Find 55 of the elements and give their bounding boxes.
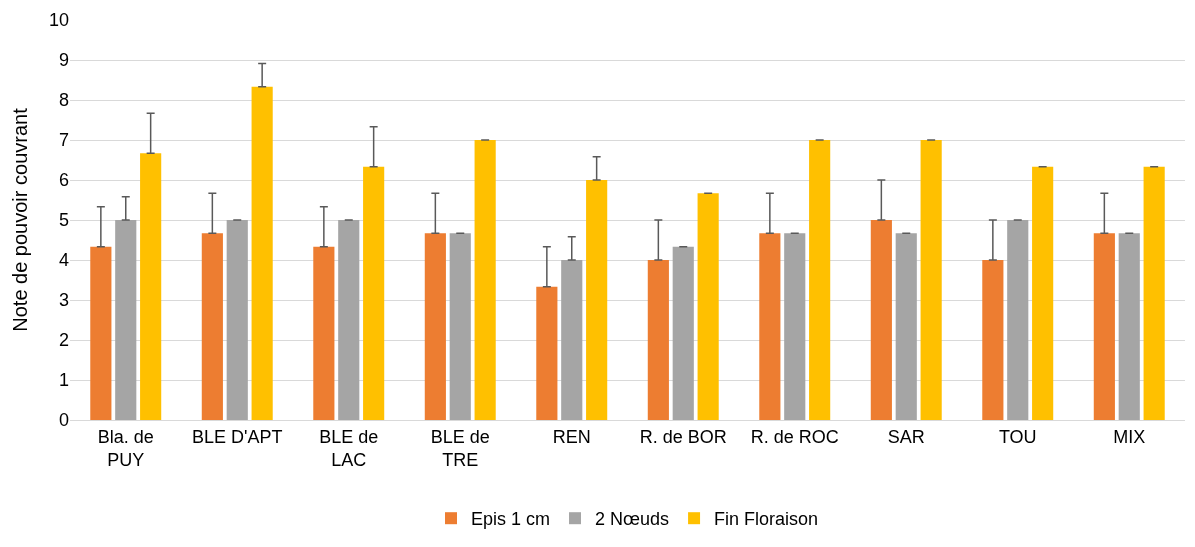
bar bbox=[338, 220, 360, 420]
x-tick-label: R. de BOR bbox=[639, 426, 727, 447]
y-tick-label: 5 bbox=[58, 210, 69, 231]
x-tick-label: BLE D'APT bbox=[192, 426, 283, 447]
bar bbox=[90, 246, 112, 420]
y-tick-label: 8 bbox=[58, 90, 69, 111]
y-tick-label: 9 bbox=[58, 50, 69, 71]
y-tick-label: 10 bbox=[48, 10, 69, 31]
bar bbox=[759, 233, 781, 420]
bar bbox=[672, 246, 694, 420]
bar bbox=[982, 260, 1004, 420]
bar bbox=[647, 260, 669, 420]
bar bbox=[201, 233, 223, 420]
y-tick-label: 3 bbox=[58, 290, 69, 311]
bar bbox=[1093, 233, 1115, 420]
bar bbox=[313, 246, 335, 420]
y-tick-label: 6 bbox=[58, 170, 69, 191]
bar bbox=[697, 193, 719, 420]
bar bbox=[586, 180, 608, 420]
bar bbox=[449, 233, 471, 420]
bar bbox=[920, 140, 942, 420]
x-tick-label: SAR bbox=[887, 426, 925, 447]
x-tick-label: TOU bbox=[998, 426, 1037, 447]
bar bbox=[561, 260, 583, 420]
bar bbox=[474, 140, 496, 420]
x-tick-label: Bla. de PUY bbox=[97, 426, 154, 470]
bar bbox=[784, 233, 806, 420]
bar bbox=[895, 233, 917, 420]
x-tick-label: BLE de TRE bbox=[430, 426, 490, 470]
y-tick-label: 1 bbox=[58, 370, 69, 391]
y-tick-label: 4 bbox=[58, 250, 69, 271]
bar bbox=[424, 233, 446, 420]
bar bbox=[1007, 220, 1029, 420]
legend-label: 2 Nœuds bbox=[595, 509, 670, 530]
x-tick-label: BLE de LAC bbox=[319, 426, 379, 470]
bar bbox=[1143, 166, 1165, 420]
bar bbox=[809, 140, 831, 420]
legend-label: Epis 1 cm bbox=[471, 509, 551, 530]
bar bbox=[115, 220, 137, 420]
bar bbox=[1118, 233, 1140, 420]
bar bbox=[140, 153, 162, 420]
y-tick-label: 2 bbox=[58, 330, 69, 351]
bar bbox=[363, 166, 385, 420]
y-axis-title: Note de pouvoir couvrant bbox=[9, 107, 32, 332]
bar bbox=[251, 86, 273, 420]
x-tick-label: MIX bbox=[1113, 426, 1146, 447]
bar bbox=[870, 220, 892, 420]
bar bbox=[536, 286, 558, 420]
y-tick-label: 0 bbox=[58, 410, 69, 431]
y-tick-label: 7 bbox=[58, 130, 69, 151]
bar bbox=[226, 220, 248, 420]
legend-label: Fin Floraison bbox=[714, 509, 819, 530]
x-tick-label: R. de ROC bbox=[750, 426, 839, 447]
x-tick-label: REN bbox=[552, 426, 591, 447]
bar bbox=[1032, 166, 1054, 420]
